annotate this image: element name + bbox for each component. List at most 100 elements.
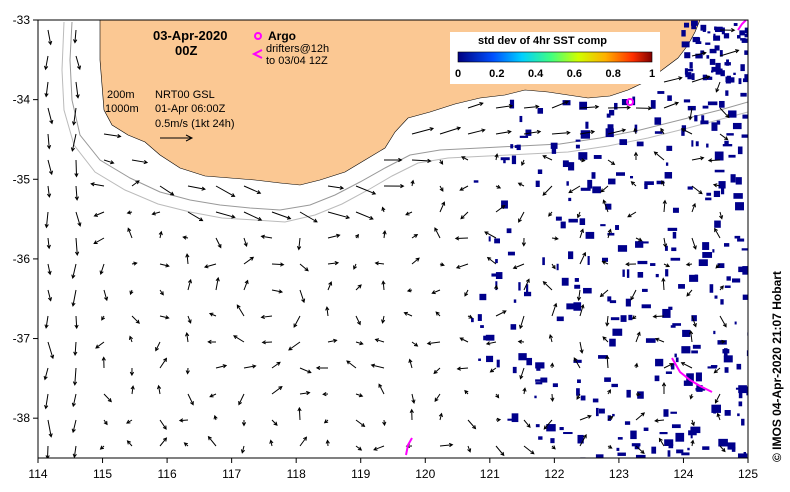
sst-patch xyxy=(678,284,685,289)
lon-tick-label: 120 xyxy=(415,467,435,481)
sst-patch xyxy=(535,424,540,428)
sst-patch xyxy=(641,288,648,292)
current-arrow xyxy=(44,393,49,410)
sst-patch xyxy=(655,358,664,367)
sst-patch xyxy=(688,430,697,436)
sst-patch xyxy=(719,50,723,57)
current-arrow xyxy=(495,129,512,135)
sst-patch xyxy=(561,277,569,286)
current-arrow xyxy=(93,211,105,217)
current-arrow xyxy=(607,159,616,166)
current-arrow xyxy=(715,81,721,93)
drifter-track-northeast xyxy=(737,20,747,31)
sst-patch xyxy=(550,142,558,149)
current-arrow xyxy=(238,393,245,406)
current-arrow xyxy=(633,127,638,135)
sst-patch xyxy=(559,427,564,431)
colorbar-tick-label: 1 xyxy=(649,68,655,80)
sst-patch xyxy=(656,180,665,185)
sst-patch xyxy=(709,48,717,54)
current-arrow xyxy=(688,107,693,121)
product-name: NRT00 GSL xyxy=(155,89,215,101)
sst-patch xyxy=(723,355,733,363)
current-arrow xyxy=(633,151,639,161)
sst-patch xyxy=(511,413,519,423)
sst-patch xyxy=(695,387,706,391)
current-arrow xyxy=(178,418,189,423)
lon-tick-label: 125 xyxy=(738,467,758,481)
current-arrow xyxy=(512,263,525,270)
sst-patch xyxy=(707,366,717,369)
drifter-track-south xyxy=(405,437,413,456)
sst-patch xyxy=(507,418,514,421)
current-arrow xyxy=(346,360,357,369)
sst-patch xyxy=(709,284,714,293)
sst-patch xyxy=(709,58,716,65)
current-arrow xyxy=(187,393,194,406)
sst-patch xyxy=(654,131,663,134)
sst-patch xyxy=(711,122,718,131)
sst-patch xyxy=(702,105,709,109)
current-arrow xyxy=(409,408,414,421)
current-arrow xyxy=(209,393,217,398)
sst-patch xyxy=(727,442,736,450)
current-arrow xyxy=(45,445,50,458)
current-arrow xyxy=(485,341,497,346)
sst-patch xyxy=(626,389,631,398)
current-arrow xyxy=(403,311,413,317)
current-arrow xyxy=(688,330,694,343)
sst-patch xyxy=(700,50,705,54)
sst-patch xyxy=(636,141,644,147)
current-arrow xyxy=(542,185,553,196)
current-arrow xyxy=(127,227,133,239)
current-arrow xyxy=(663,101,680,109)
current-arrow xyxy=(71,107,77,126)
sst-patch xyxy=(711,404,721,413)
sst-patch xyxy=(724,410,731,416)
lat-tick-label: -34 xyxy=(13,93,31,107)
current-arrow xyxy=(433,367,441,375)
current-arrow xyxy=(685,262,693,267)
current-arrow xyxy=(715,263,721,269)
sst-patch xyxy=(665,269,669,277)
current-arrow xyxy=(579,228,585,239)
sst-patch xyxy=(738,266,744,273)
sst-patch xyxy=(681,41,690,48)
sst-patch xyxy=(622,269,625,277)
sst-patch xyxy=(546,424,556,432)
current-arrow xyxy=(207,339,217,345)
current-arrow xyxy=(325,439,330,447)
sst-patch xyxy=(535,180,540,187)
argo-float-marker xyxy=(626,98,634,106)
current-arrow xyxy=(260,234,273,239)
argo-legend-label: Argo xyxy=(268,29,296,43)
current-arrow xyxy=(411,341,419,347)
sst-patch xyxy=(562,160,569,168)
sst-patch xyxy=(630,175,634,179)
current-arrow xyxy=(661,179,665,187)
current-arrow xyxy=(426,341,441,346)
sst-patch xyxy=(645,338,656,343)
sst-patch xyxy=(638,241,649,244)
sst-patch xyxy=(518,282,521,291)
current-arrow xyxy=(602,199,609,213)
sst-patch xyxy=(670,257,681,261)
sst-patch xyxy=(516,144,521,151)
current-arrow xyxy=(439,126,462,135)
sst-patch xyxy=(494,238,501,244)
current-arrow xyxy=(370,363,385,369)
sst-patch xyxy=(662,308,671,318)
current-arrow xyxy=(712,183,721,188)
current-arrow xyxy=(406,288,413,293)
plot-frame xyxy=(37,19,749,459)
sst-patch xyxy=(737,146,743,155)
current-arrow xyxy=(405,211,413,216)
sst-patch xyxy=(749,209,757,216)
current-arrow xyxy=(71,263,77,279)
sst-patch xyxy=(730,174,736,183)
sst-patch xyxy=(568,197,572,202)
current-arrow xyxy=(653,151,665,161)
current-arrow xyxy=(719,445,726,453)
current-arrow xyxy=(101,356,106,369)
sst-patch xyxy=(732,278,741,283)
